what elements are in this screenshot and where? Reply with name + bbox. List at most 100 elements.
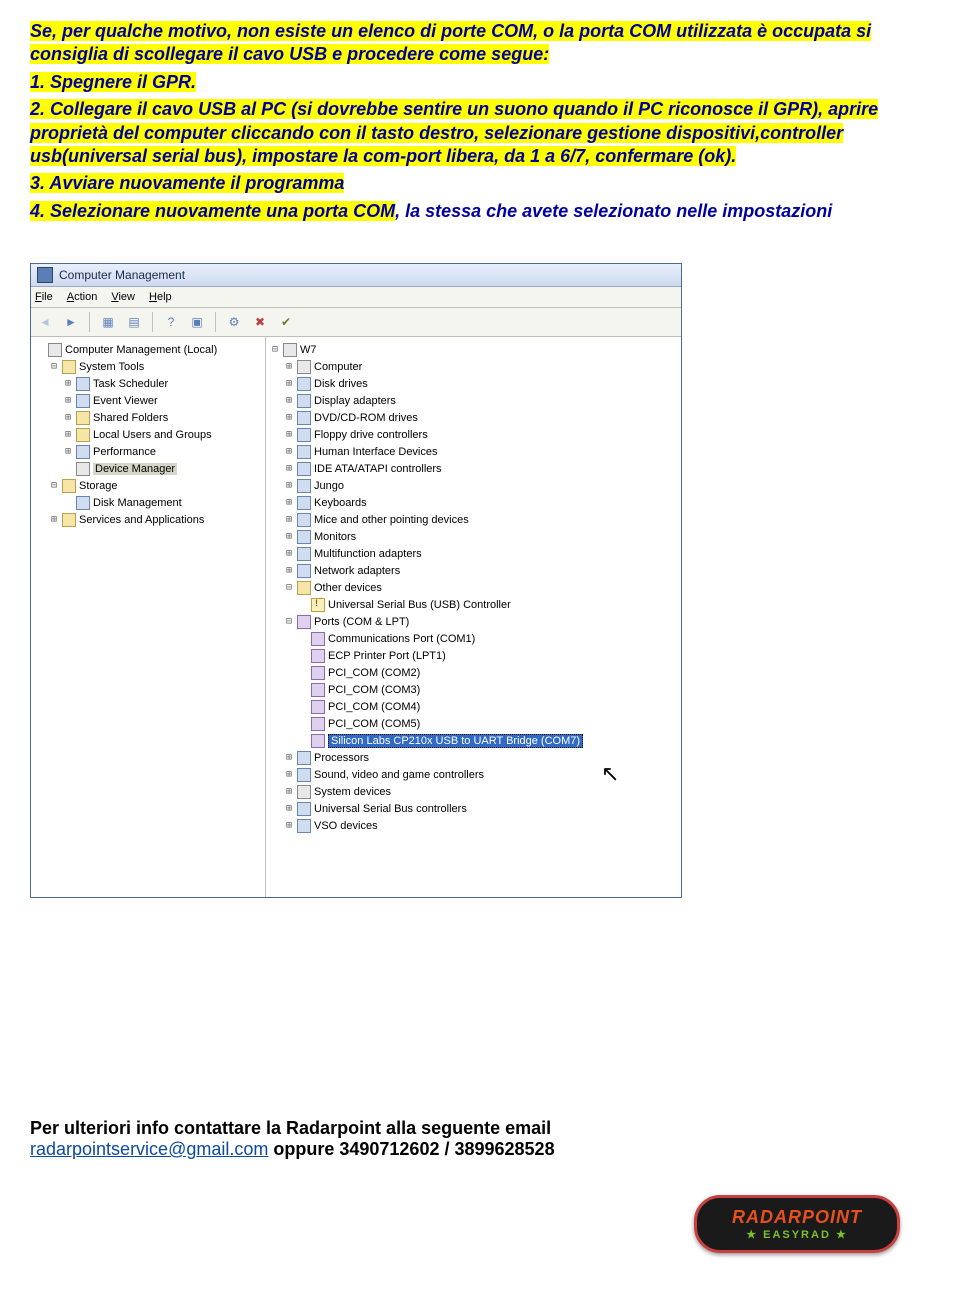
btn-2[interactable]: ?	[161, 312, 181, 332]
twisty-icon[interactable]: ⊞	[282, 514, 296, 525]
menu-file[interactable]: File	[35, 291, 53, 303]
twisty-icon[interactable]: ⊞	[282, 548, 296, 559]
twisty-icon[interactable]: ⊞	[282, 531, 296, 542]
dev-processors[interactable]: Processors	[314, 752, 369, 764]
toolbar-sep2	[152, 312, 153, 332]
dev-other[interactable]: Other devices	[314, 582, 382, 594]
up-button[interactable]: ▦	[98, 312, 118, 332]
computer-icon	[48, 343, 62, 357]
tree-devmgr[interactable]: Device Manager	[93, 463, 177, 475]
dev-port-lpt1[interactable]: ECP Printer Port (LPT1)	[328, 650, 446, 662]
twisty-icon[interactable]: ⊞	[282, 446, 296, 457]
footer-line1: Per ulteriori info contattare la Radarpo…	[30, 1118, 551, 1138]
device-icon	[297, 411, 311, 425]
dev-port-com4[interactable]: PCI_COM (COM4)	[328, 701, 420, 713]
tree-storage[interactable]: Storage	[79, 480, 118, 492]
twisty-icon[interactable]: ⊞	[282, 820, 296, 831]
device-icon	[297, 462, 311, 476]
item-icon	[76, 377, 90, 391]
twisty-icon[interactable]: ⊞	[61, 378, 75, 389]
twisty-icon[interactable]: ⊞	[282, 497, 296, 508]
dev-monitors[interactable]: Monitors	[314, 531, 356, 543]
dev-ide[interactable]: IDE ATA/ATAPI controllers	[314, 463, 442, 475]
twisty-icon[interactable]: ⊞	[282, 412, 296, 423]
dev-multifn[interactable]: Multifunction adapters	[314, 548, 422, 560]
port-icon	[311, 717, 325, 731]
dev-port-com3[interactable]: PCI_COM (COM3)	[328, 684, 420, 696]
btn-5[interactable]: ✖	[250, 312, 270, 332]
dev-other-usb[interactable]: Universal Serial Bus (USB) Controller	[328, 599, 511, 611]
twisty-icon[interactable]: ⊞	[61, 395, 75, 406]
tree-shared[interactable]: Shared Folders	[93, 412, 168, 424]
dev-display[interactable]: Display adapters	[314, 395, 396, 407]
tree-root[interactable]: Computer Management (Local)	[65, 344, 217, 356]
dev-floppy[interactable]: Floppy drive controllers	[314, 429, 428, 441]
twisty-icon[interactable]: ⊞	[282, 429, 296, 440]
device-icon	[297, 819, 311, 833]
instructions-block: Se, per qualche motivo, non esiste un el…	[30, 20, 930, 223]
twisty-icon[interactable]: ⊞	[282, 395, 296, 406]
btn-3[interactable]: ▣	[187, 312, 207, 332]
tree-users[interactable]: Local Users and Groups	[93, 429, 212, 441]
dev-port-com2[interactable]: PCI_COM (COM2)	[328, 667, 420, 679]
unknown-device-icon	[311, 598, 325, 612]
dev-mice[interactable]: Mice and other pointing devices	[314, 514, 469, 526]
item-icon	[76, 394, 90, 408]
footer-email-link[interactable]: radarpointservice@gmail.com	[30, 1139, 268, 1159]
twisty-icon[interactable]: ⊞	[282, 378, 296, 389]
twisty-icon[interactable]: ⊟	[268, 344, 282, 355]
tree-eventv[interactable]: Event Viewer	[93, 395, 158, 407]
btn-4[interactable]: ⚙	[224, 312, 244, 332]
dev-root[interactable]: W7	[300, 344, 317, 356]
dev-port-com1[interactable]: Communications Port (COM1)	[328, 633, 475, 645]
dev-diskdrives[interactable]: Disk drives	[314, 378, 368, 390]
twisty-icon[interactable]: ⊞	[282, 565, 296, 576]
dev-sysdev[interactable]: System devices	[314, 786, 391, 798]
twisty-icon[interactable]: ⊟	[282, 582, 296, 593]
twisty-icon[interactable]: ⊞	[282, 769, 296, 780]
twisty-icon[interactable]: ⊞	[282, 480, 296, 491]
dev-vso[interactable]: VSO devices	[314, 820, 378, 832]
dev-jungo[interactable]: Jungo	[314, 480, 344, 492]
tree-diskmgmt[interactable]: Disk Management	[93, 497, 182, 509]
tree-systools[interactable]: System Tools	[79, 361, 144, 373]
twisty-icon[interactable]: ⊟	[47, 361, 61, 372]
twisty-icon[interactable]: ⊟	[282, 616, 296, 627]
twisty-icon[interactable]: ⊞	[282, 786, 296, 797]
dev-computer[interactable]: Computer	[314, 361, 362, 373]
menu-help[interactable]: Help	[149, 291, 172, 303]
menu-action[interactable]: Action	[67, 291, 98, 303]
dev-sound[interactable]: Sound, video and game controllers	[314, 769, 484, 781]
step-4a: 4. Selezionare nuovamente una porta COM	[30, 201, 395, 221]
step-4b: , la stessa che avete selezionato nelle …	[395, 201, 832, 221]
device-icon	[297, 751, 311, 765]
twisty-icon[interactable]: ⊞	[282, 803, 296, 814]
dev-hid[interactable]: Human Interface Devices	[314, 446, 438, 458]
tree-tasksch[interactable]: Task Scheduler	[93, 378, 168, 390]
btn-1[interactable]: ▤	[124, 312, 144, 332]
twisty-icon[interactable]: ⊟	[47, 480, 61, 491]
twisty-icon[interactable]: ⊞	[61, 412, 75, 423]
twisty-icon[interactable]: ⊞	[47, 514, 61, 525]
twisty-icon[interactable]: ⊞	[61, 429, 75, 440]
btn-6[interactable]: ✔	[276, 312, 296, 332]
dev-ports[interactable]: Ports (COM & LPT)	[314, 616, 409, 628]
back-button[interactable]: ◄	[35, 312, 55, 332]
toolbar: ◄ ► ▦ ▤ ? ▣ ⚙ ✖ ✔	[31, 308, 681, 337]
twisty-icon[interactable]: ⊞	[61, 446, 75, 457]
dev-keyboards[interactable]: Keyboards	[314, 497, 367, 509]
twisty-icon[interactable]: ⊞	[282, 752, 296, 763]
tree-perf[interactable]: Performance	[93, 446, 156, 458]
twisty-icon[interactable]: ⊞	[282, 361, 296, 372]
dev-port-com7-selected[interactable]: Silicon Labs CP210x USB to UART Bridge (…	[328, 734, 583, 748]
tree-services[interactable]: Services and Applications	[79, 514, 204, 526]
dev-network[interactable]: Network adapters	[314, 565, 400, 577]
twisty-icon[interactable]: ⊞	[282, 463, 296, 474]
menu-view[interactable]: View	[111, 291, 135, 303]
dev-port-com5[interactable]: PCI_COM (COM5)	[328, 718, 420, 730]
dev-dvd[interactable]: DVD/CD-ROM drives	[314, 412, 418, 424]
dev-usb[interactable]: Universal Serial Bus controllers	[314, 803, 467, 815]
forward-button[interactable]: ►	[61, 312, 81, 332]
device-icon	[297, 785, 311, 799]
device-icon	[297, 547, 311, 561]
